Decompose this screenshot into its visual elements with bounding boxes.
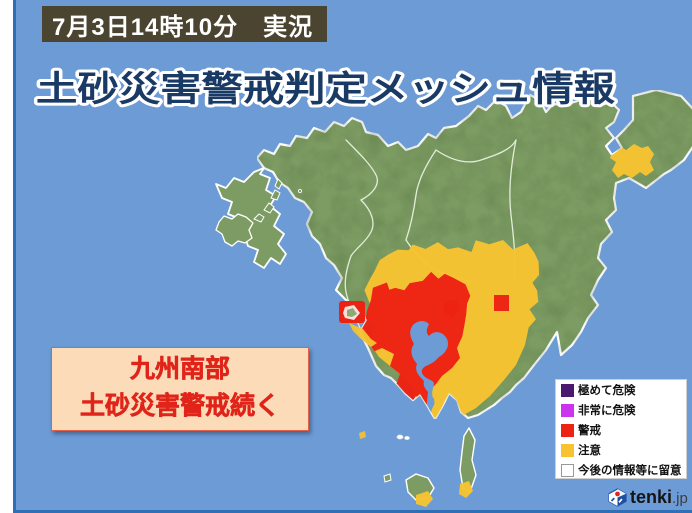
svg-text:土砂災害警戒判定メッシュ情報: 土砂災害警戒判定メッシュ情報: [36, 70, 615, 109]
